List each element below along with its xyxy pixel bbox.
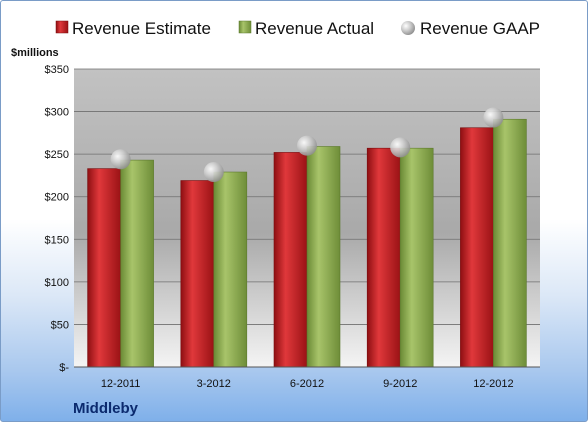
bar-revenue-estimate [273,152,308,368]
x-tick-labels: 12-2011 3-2012 6-2012 9-2012 12-2012 [101,378,514,390]
bar-revenue-actual [213,171,248,368]
marker-revenue-gaap [390,137,411,158]
y-tick-label: $- [59,362,69,374]
legend-item-revenue-gaap: Revenue GAAP [401,19,540,38]
y-tick-label: $300 [45,107,69,119]
x-tick-label: 12-2011 [101,378,141,390]
marker-revenue-gaap [203,162,224,183]
bar-revenue-actual [120,159,154,368]
legend-item-revenue-estimate: Revenue Estimate [55,19,211,38]
legend-label-actual: Revenue Actual [255,19,374,38]
marker-revenue-gaap [483,107,504,128]
y-tick-label: $200 [45,192,69,204]
company-name: Middleby [73,400,139,417]
bar-revenue-estimate [460,127,494,368]
legend-swatch-gaap [401,21,415,35]
legend-label-gaap: Revenue GAAP [420,19,540,38]
bar-revenue-actual [493,118,527,368]
marker-revenue-gaap [110,149,131,170]
x-tick-label: 12-2012 [473,378,513,390]
y-tick-label: $50 [51,319,69,331]
y-tick-labels: $- $50 $100 $150 $200 $250 $300 $350 [45,64,70,374]
x-tick-label: 3-2012 [197,378,231,390]
bar-revenue-estimate [87,168,121,368]
bar-revenue-actual [306,146,341,368]
legend-label-estimate: Revenue Estimate [72,19,211,38]
y-tick-label: $100 [45,277,69,289]
x-tick-label: 6-2012 [290,378,324,390]
marker-revenue-gaap [297,135,317,156]
y-tick-label: $150 [45,234,69,246]
legend-item-revenue-actual: Revenue Actual [238,19,374,38]
bar-revenue-actual [399,147,434,368]
x-tick-label: 9-2012 [383,378,417,390]
bar-revenue-estimate [180,180,215,368]
legend: Revenue Estimate Revenue Actual Revenue … [55,19,540,38]
bars [87,118,527,368]
y-axis-unit-label: $millions [11,47,59,59]
legend-swatch-actual [238,20,252,34]
gaap-markers [110,107,504,183]
legend-swatch-estimate [55,20,69,34]
bar-revenue-estimate [366,147,401,368]
y-tick-label: $350 [45,64,69,76]
y-tick-label: $250 [45,149,69,161]
